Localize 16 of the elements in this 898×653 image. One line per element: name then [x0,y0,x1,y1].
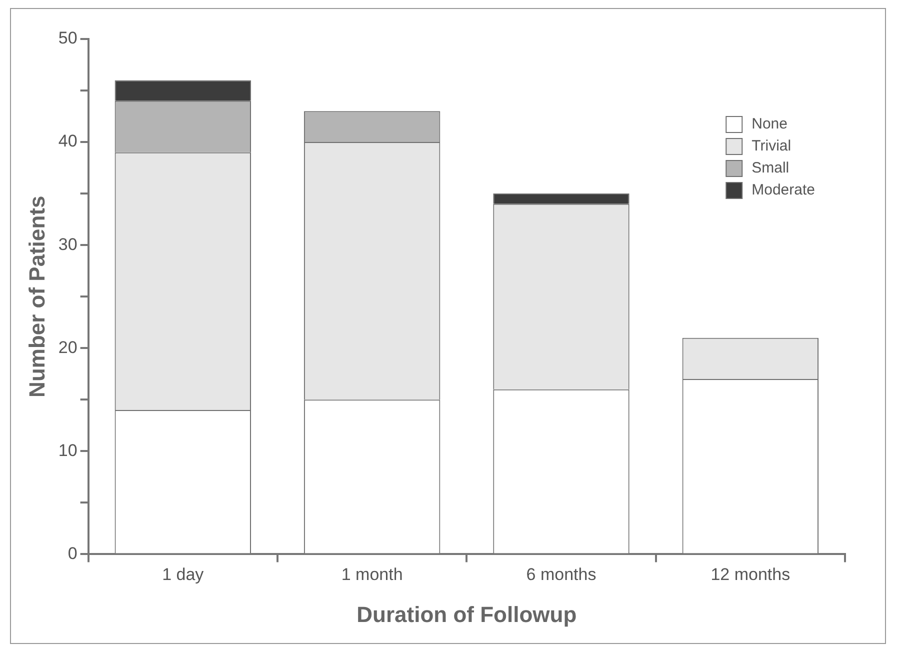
y-tick-label: 30 [58,234,78,254]
x-tick-label: 6 months [526,565,596,584]
x-tick-label: 12 months [710,565,790,584]
legend-label: Trivial [752,138,792,155]
legend-label: None [752,116,788,133]
y-tick-label: 50 [58,28,78,48]
legend-label: Small [752,160,790,177]
y-tick-label: 10 [58,440,78,460]
y-tick-label: 20 [58,338,78,357]
x-tick-label: 1 month [341,565,403,584]
x-axis-title: Duration of Followup [356,602,577,627]
legend-label: Moderate [752,182,816,199]
y-tick-label: 0 [68,544,78,563]
y-tick-label: 40 [58,132,78,151]
y-axis-title: Number of Patients [24,196,50,398]
x-tick-label: 1 day [162,565,204,584]
